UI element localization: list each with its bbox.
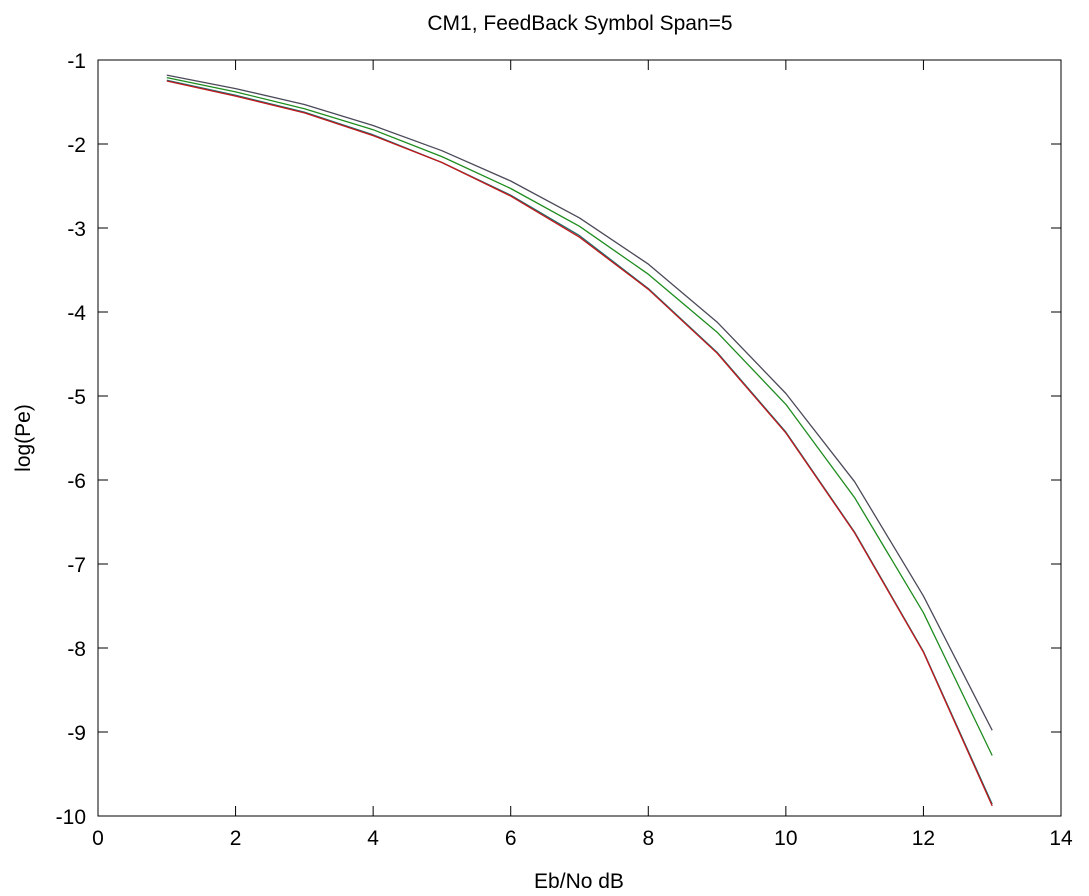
y-tick-label: -10 bbox=[56, 806, 86, 829]
x-axis-ticks: 0 2 4 6 8 10 12 14 bbox=[92, 60, 1073, 850]
plot-area-frame bbox=[97, 59, 1062, 817]
y-tick-label: -4 bbox=[67, 302, 86, 325]
x-tick-label: 14 bbox=[1049, 827, 1073, 850]
chart-title: CM1, FeedBack Symbol Span=5 bbox=[427, 12, 732, 35]
series-line-2 bbox=[166, 76, 993, 756]
x-tick-label: 4 bbox=[367, 827, 379, 850]
y-axis-label: log(Pe) bbox=[12, 404, 35, 472]
y-tick-label: -3 bbox=[67, 218, 86, 241]
y-axis-ticks: -1 -2 -3 -4 -5 -6 -7 -8 -9 -10 bbox=[56, 50, 1061, 829]
y-tick-label: -1 bbox=[67, 50, 86, 73]
x-tick-label: 2 bbox=[230, 827, 242, 850]
series-line-4 bbox=[166, 80, 993, 807]
x-tick-label: 10 bbox=[774, 827, 797, 850]
x-tick-label: 0 bbox=[92, 827, 104, 850]
y-tick-label: -9 bbox=[67, 722, 86, 745]
series-line-1 bbox=[166, 74, 993, 731]
x-tick-label: 12 bbox=[912, 827, 935, 850]
y-tick-label: -6 bbox=[67, 470, 86, 493]
x-tick-label: 8 bbox=[642, 827, 654, 850]
y-tick-label: -2 bbox=[67, 134, 86, 157]
y-tick-label: -5 bbox=[67, 386, 86, 409]
series-lines bbox=[166, 74, 993, 807]
x-tick-label: 6 bbox=[505, 827, 517, 850]
y-tick-label: -8 bbox=[67, 638, 86, 661]
x-axis-label: Eb/No dB bbox=[534, 870, 624, 893]
y-tick-label: -7 bbox=[67, 554, 86, 577]
